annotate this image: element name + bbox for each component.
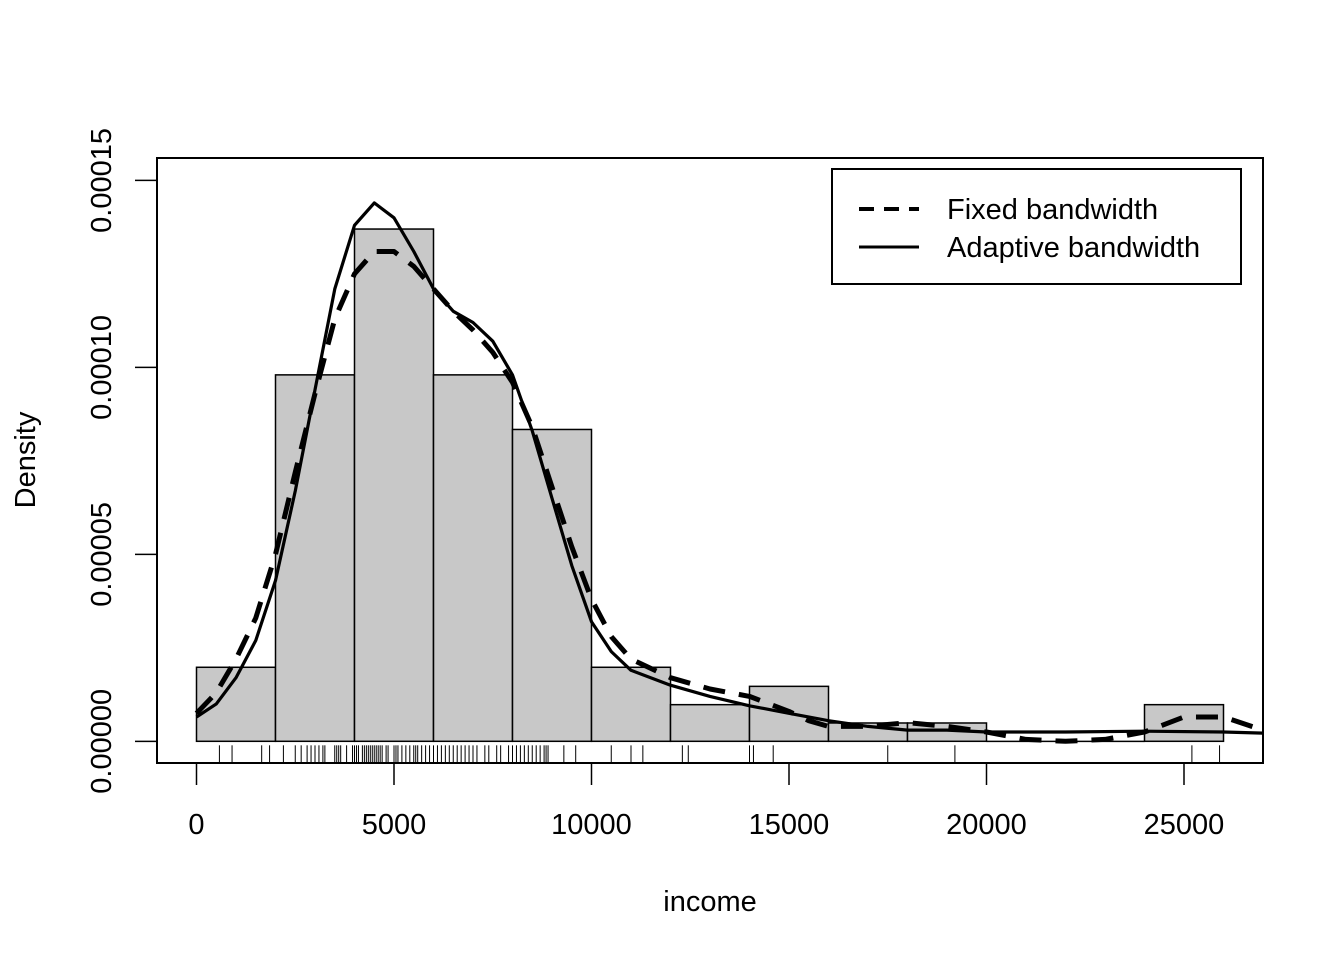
x-tick-label: 20000 bbox=[946, 809, 1027, 841]
histogram-bar bbox=[274, 374, 356, 743]
density-curves bbox=[194, 201, 1263, 744]
y-axis-label: Density bbox=[10, 411, 42, 508]
y-tick-label: 0.00015 bbox=[86, 128, 118, 233]
x-axis-label: income bbox=[663, 886, 757, 918]
x-tick-label: 0 bbox=[188, 809, 204, 841]
x-axis: 0 5000 10000 15000 20000 25000 bbox=[188, 762, 1225, 841]
y-tick-label: 0.00005 bbox=[86, 502, 118, 607]
x-tick-label: 25000 bbox=[1144, 809, 1225, 841]
y-axis: 0.00000 0.00005 0.00010 0.00015 bbox=[86, 128, 158, 794]
y-tick-label: 0.00010 bbox=[86, 315, 118, 420]
y-tick-label: 0.00000 bbox=[86, 689, 118, 794]
adaptive-bandwidth-curve bbox=[195, 201, 1263, 735]
histogram-bars bbox=[195, 228, 1225, 743]
rug-ticks bbox=[218, 745, 1221, 764]
histogram-bar bbox=[1143, 703, 1225, 743]
histogram-bar bbox=[669, 703, 751, 743]
fixed-bandwidth-curve bbox=[194, 249, 1263, 744]
x-tick-label: 15000 bbox=[749, 809, 830, 841]
legend-label-fixed-bandwidth: Fixed bandwidth bbox=[947, 194, 1158, 226]
histogram-bar bbox=[432, 374, 514, 743]
histogram-bar bbox=[590, 666, 672, 743]
x-tick-label: 5000 bbox=[362, 809, 427, 841]
legend-box bbox=[831, 168, 1242, 285]
legend-label-adaptive-bandwidth: Adaptive bandwidth bbox=[947, 232, 1200, 264]
legend: Fixed bandwidth Adaptive bandwidth bbox=[831, 168, 1242, 285]
histogram-bar bbox=[353, 228, 435, 743]
x-tick-label: 10000 bbox=[551, 809, 632, 841]
